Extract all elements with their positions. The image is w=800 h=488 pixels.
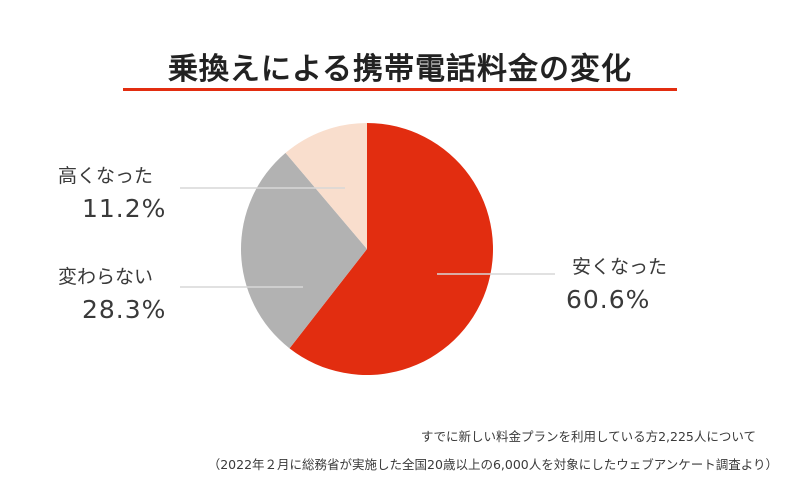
slice-cheaper — [289, 123, 493, 376]
label-higher-value: 11.2% — [82, 194, 167, 223]
slice-unchanged — [241, 152, 367, 349]
label-higher-name: 高くなった — [58, 165, 154, 187]
chart-title: 乗換えによる携帯電話料金の変化 — [167, 52, 633, 87]
footnote-source: （2022年２月に総務省が実施した全国20歳以上の6,000人を対象にしたウェブ… — [207, 457, 778, 472]
label-same-value: 28.3% — [82, 295, 167, 324]
label-cheaper-value: 60.6% — [566, 285, 651, 314]
title-underline — [123, 88, 677, 91]
label-cheaper-name: 安くなった — [572, 256, 668, 278]
footnote-sample: すでに新しい料金プランを利用している方2,225人について — [420, 429, 756, 444]
slice-higher — [285, 123, 367, 249]
label-same-name: 変わらない — [58, 266, 154, 288]
